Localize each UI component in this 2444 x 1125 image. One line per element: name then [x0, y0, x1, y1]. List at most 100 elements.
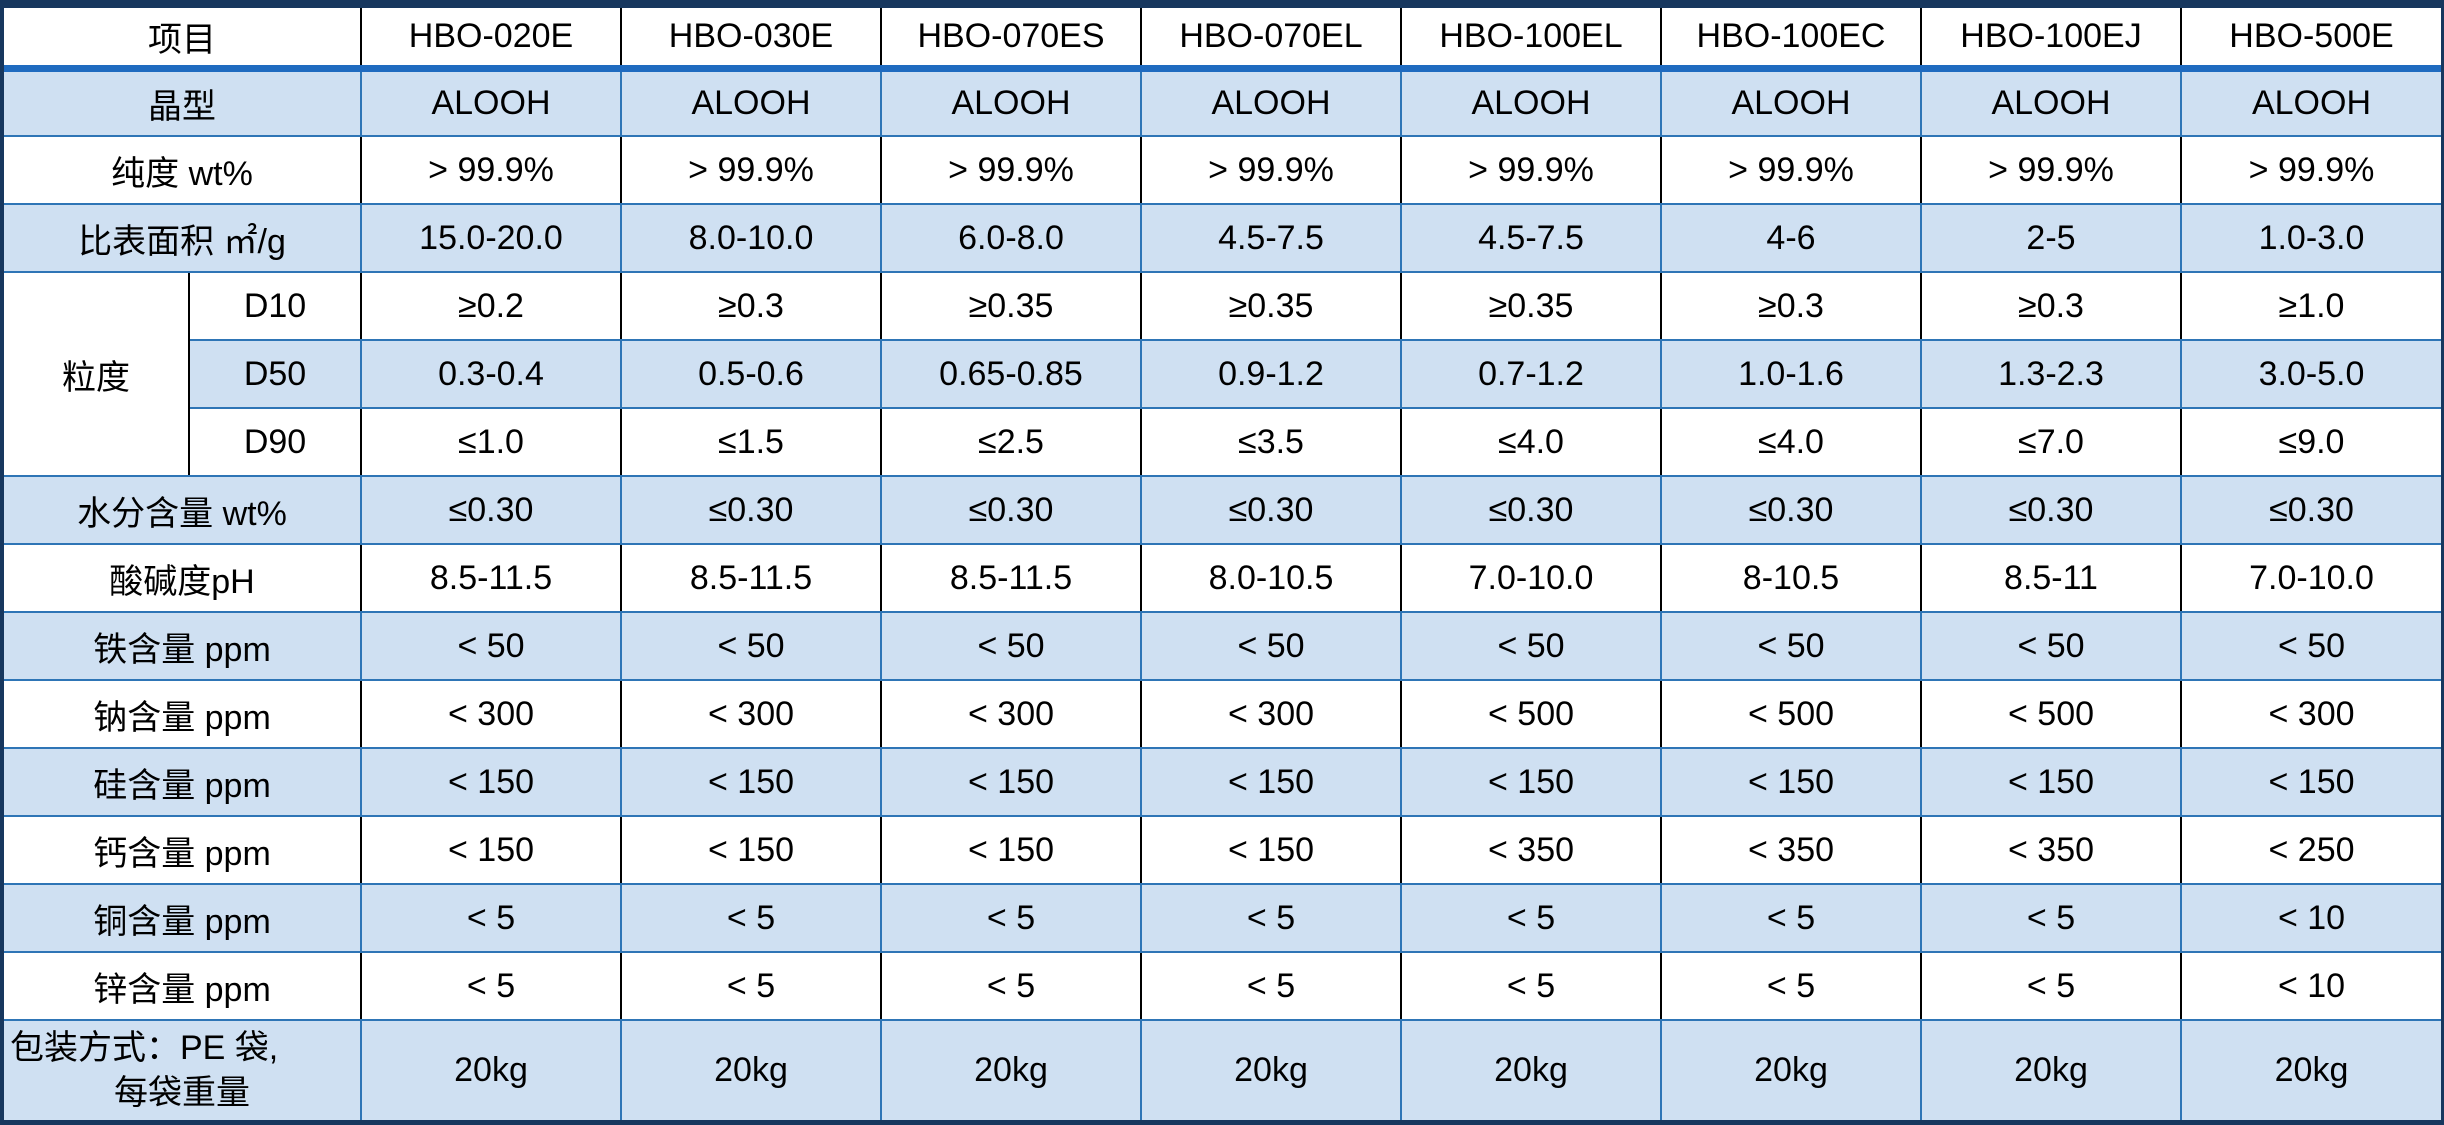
packaging-label-line1: 包装方式：PE 袋, — [10, 1028, 279, 1067]
table-row-iron: 铁含量 ppm < 50 < 50 < 50 < 50 < 50 < 50 < 50 < 50 — [4, 611, 2441, 681]
cell-iron-HBO-100EL: < 50 — [1400, 611, 1662, 681]
column-header-HBO-030E: HBO-030E — [620, 8, 882, 72]
cell-surface-area-HBO-070ES: 6.0-8.0 — [880, 203, 1142, 273]
cell-ph-HBO-020E: 8.5-11.5 — [360, 543, 622, 613]
cell-crystal-form-HBO-100EL: ALOOH — [1400, 67, 1662, 137]
cell-silicon-HBO-020E: < 150 — [360, 747, 622, 817]
cell-d50-HBO-030E: 0.5-0.6 — [620, 339, 882, 409]
cell-packaging-HBO-500E: 20kg — [2180, 1019, 2441, 1120]
cell-iron-HBO-070ES: < 50 — [880, 611, 1142, 681]
table-row-surface-area: 比表面积 ㎡/g 15.0-20.0 8.0-10.0 6.0-8.0 4.5-7.5 4… — [4, 203, 2441, 273]
cell-d50-HBO-070EL: 0.9-1.2 — [1140, 339, 1402, 409]
cell-d50-HBO-500E: 3.0-5.0 — [2180, 339, 2441, 409]
table-row-sodium: 钠含量 ppm < 300 < 300 < 300 < 300 < 500 < 500 < 5… — [4, 679, 2441, 749]
cell-d90-HBO-020E: ≤1.0 — [360, 407, 622, 477]
cell-moisture-HBO-030E: ≤0.30 — [620, 475, 882, 545]
cell-iron-HBO-100EC: < 50 — [1660, 611, 1922, 681]
cell-iron-HBO-100EJ: < 50 — [1920, 611, 2182, 681]
column-header-HBO-020E: HBO-020E — [360, 8, 622, 72]
column-header-HBO-500E: HBO-500E — [2180, 8, 2441, 72]
row-label-crystal-form: 晶型 — [4, 67, 362, 137]
cell-d10-HBO-100EJ: ≥0.3 — [1920, 271, 2182, 341]
column-header-HBO-100EC: HBO-100EC — [1660, 8, 1922, 72]
cell-d50-HBO-100EC: 1.0-1.6 — [1660, 339, 1922, 409]
cell-calcium-HBO-030E: < 150 — [620, 815, 882, 885]
cell-d50-HBO-070ES: 0.65-0.85 — [880, 339, 1142, 409]
row-label-zinc: 锌含量 ppm — [4, 951, 362, 1021]
cell-ph-HBO-100EC: 8-10.5 — [1660, 543, 1922, 613]
cell-d50-HBO-020E: 0.3-0.4 — [360, 339, 622, 409]
cell-moisture-HBO-070EL: ≤0.30 — [1140, 475, 1402, 545]
cell-d10-HBO-100EL: ≥0.35 — [1400, 271, 1662, 341]
cell-zinc-HBO-030E: < 5 — [620, 951, 882, 1021]
cell-sodium-HBO-100EL: < 500 — [1400, 679, 1662, 749]
cell-d90-HBO-100EC: ≤4.0 — [1660, 407, 1922, 477]
row-group-label-particle-size: 粒度 — [4, 271, 190, 477]
cell-surface-area-HBO-100EC: 4-6 — [1660, 203, 1922, 273]
cell-d10-HBO-100EC: ≥0.3 — [1660, 271, 1922, 341]
column-header-HBO-070ES: HBO-070ES — [880, 8, 1142, 72]
cell-d10-HBO-500E: ≥1.0 — [2180, 271, 2441, 341]
cell-calcium-HBO-500E: < 250 — [2180, 815, 2441, 885]
cell-surface-area-HBO-100EJ: 2-5 — [1920, 203, 2182, 273]
cell-surface-area-HBO-500E: 1.0-3.0 — [2180, 203, 2441, 273]
cell-moisture-HBO-020E: ≤0.30 — [360, 475, 622, 545]
row-label-iron: 铁含量 ppm — [4, 611, 362, 681]
header-row: 项目 HBO-020E HBO-030E HBO-070ES HBO-070EL HBO-… — [4, 8, 2441, 72]
cell-ph-HBO-500E: 7.0-10.0 — [2180, 543, 2441, 613]
cell-d10-HBO-070EL: ≥0.35 — [1140, 271, 1402, 341]
cell-d50-HBO-100EJ: 1.3-2.3 — [1920, 339, 2182, 409]
cell-moisture-HBO-500E: ≤0.30 — [2180, 475, 2441, 545]
cell-iron-HBO-070EL: < 50 — [1140, 611, 1402, 681]
cell-sodium-HBO-070ES: < 300 — [880, 679, 1142, 749]
row-label-silicon: 硅含量 ppm — [4, 747, 362, 817]
cell-ph-HBO-030E: 8.5-11.5 — [620, 543, 882, 613]
cell-purity-HBO-100EL: > 99.9% — [1400, 135, 1662, 205]
table-row-purity: 纯度 wt% > 99.9% > 99.9% > 99.9% > 99.9% > 99.9… — [4, 135, 2441, 205]
row-label-d90: D90 — [189, 407, 362, 477]
cell-calcium-HBO-100EC: < 350 — [1660, 815, 1922, 885]
cell-surface-area-HBO-020E: 15.0-20.0 — [360, 203, 622, 273]
cell-copper-HBO-020E: < 5 — [360, 883, 622, 953]
cell-silicon-HBO-030E: < 150 — [620, 747, 882, 817]
table-row-ph: 酸碱度pH 8.5-11.5 8.5-11.5 8.5-11.5 8.0-10.5 7.0… — [4, 543, 2441, 613]
cell-d10-HBO-020E: ≥0.2 — [360, 271, 622, 341]
table-row-d90: D90 ≤1.0 ≤1.5 ≤2.5 ≤3.5 ≤4.0 ≤4.0 ≤7.0 ≤9.0 — [4, 407, 2441, 477]
cell-purity-HBO-100EC: > 99.9% — [1660, 135, 1922, 205]
cell-calcium-HBO-100EL: < 350 — [1400, 815, 1662, 885]
cell-d90-HBO-500E: ≤9.0 — [2180, 407, 2441, 477]
table-row-calcium: 钙含量 ppm < 150 < 150 < 150 < 150 < 350 < 350 < 3… — [4, 815, 2441, 885]
cell-d50-HBO-100EL: 0.7-1.2 — [1400, 339, 1662, 409]
table-header: 项目 HBO-020E HBO-030E HBO-070ES HBO-070EL HBO-… — [4, 8, 2441, 72]
cell-purity-HBO-070EL: > 99.9% — [1140, 135, 1402, 205]
cell-silicon-HBO-500E: < 150 — [2180, 747, 2441, 817]
header-item-label: 项目 — [4, 8, 362, 72]
row-label-packaging: 包装方式：PE 袋, 每袋重量 — [4, 1019, 362, 1120]
cell-crystal-form-HBO-070ES: ALOOH — [880, 67, 1142, 137]
cell-calcium-HBO-020E: < 150 — [360, 815, 622, 885]
cell-silicon-HBO-100EJ: < 150 — [1920, 747, 2182, 817]
cell-surface-area-HBO-070EL: 4.5-7.5 — [1140, 203, 1402, 273]
cell-crystal-form-HBO-500E: ALOOH — [2180, 67, 2441, 137]
row-label-copper: 铜含量 ppm — [4, 883, 362, 953]
cell-sodium-HBO-100EC: < 500 — [1660, 679, 1922, 749]
row-label-sodium: 钠含量 ppm — [4, 679, 362, 749]
cell-d90-HBO-030E: ≤1.5 — [620, 407, 882, 477]
cell-d90-HBO-100EJ: ≤7.0 — [1920, 407, 2182, 477]
cell-moisture-HBO-100EJ: ≤0.30 — [1920, 475, 2182, 545]
row-label-surface-area: 比表面积 ㎡/g — [4, 203, 362, 273]
packaging-label-line2: 每袋重量 — [114, 1073, 250, 1112]
cell-sodium-HBO-030E: < 300 — [620, 679, 882, 749]
table-row-d50: D50 0.3-0.4 0.5-0.6 0.65-0.85 0.9-1.2 0.7-1.2… — [4, 339, 2441, 409]
cell-d10-HBO-070ES: ≥0.35 — [880, 271, 1142, 341]
cell-copper-HBO-100EL: < 5 — [1400, 883, 1662, 953]
cell-sodium-HBO-100EJ: < 500 — [1920, 679, 2182, 749]
cell-calcium-HBO-070ES: < 150 — [880, 815, 1142, 885]
table-row-copper: 铜含量 ppm < 5 < 5 < 5 < 5 < 5 < 5 < 5 < 10 — [4, 883, 2441, 953]
cell-moisture-HBO-070ES: ≤0.30 — [880, 475, 1142, 545]
cell-copper-HBO-100EC: < 5 — [1660, 883, 1922, 953]
cell-moisture-HBO-100EL: ≤0.30 — [1400, 475, 1662, 545]
cell-zinc-HBO-020E: < 5 — [360, 951, 622, 1021]
row-label-ph: 酸碱度pH — [4, 543, 362, 613]
